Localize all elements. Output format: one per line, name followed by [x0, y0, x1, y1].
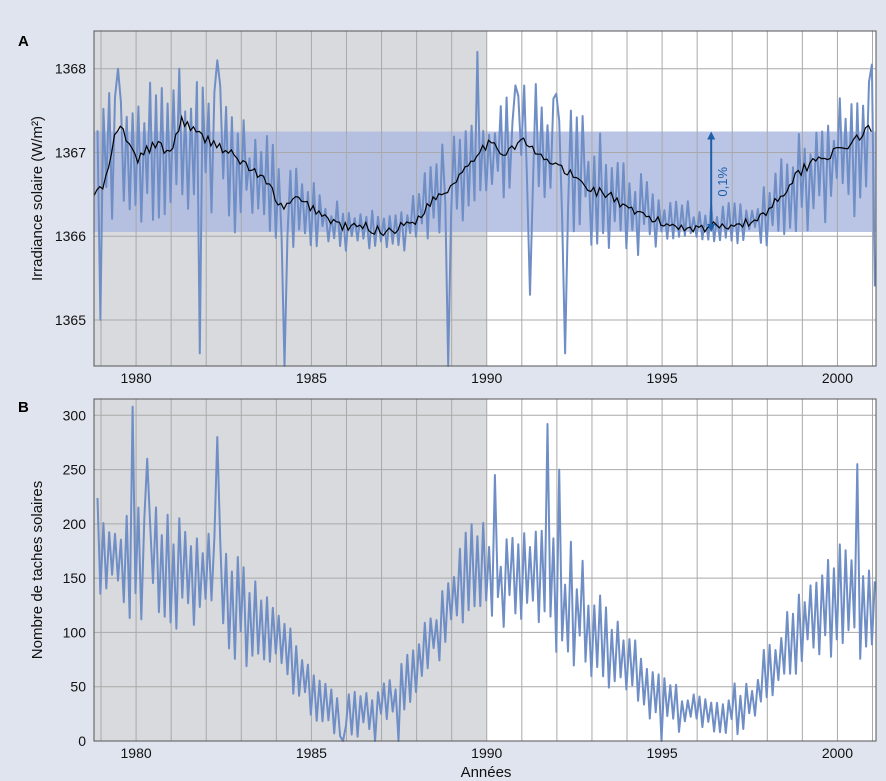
annotation-label: 0,1%: [715, 166, 730, 196]
y-tick-label: 0: [78, 733, 86, 749]
panel-label-b: B: [18, 399, 29, 416]
panel-irradiance: 0,1% 1980 1985 1990 1995 2000 1365 1366 1367 136…: [18, 30, 877, 386]
x-tick-label: 1985: [296, 745, 327, 761]
y-tick-label: 1368: [55, 61, 86, 77]
x-tick-label: 1980: [121, 370, 152, 386]
arrowhead-up: [707, 131, 716, 140]
ticks-irradiance: 1980 1985 1990 1995 2000 1365 1366 1367 1368: [55, 61, 853, 386]
shaded-period-sunspots: [94, 399, 487, 741]
smoothed-series-line: [93, 114, 872, 237]
y-tick-label: 100: [63, 624, 87, 640]
x-axis-label: Années: [461, 764, 512, 781]
y-tick-label: 50: [70, 679, 86, 695]
series-sunspots: [96, 405, 876, 742]
ticks-sunspots: 1980 1985 1990 1995 2000 0 50 100 150 200 250 300: [63, 407, 854, 761]
monthly-series-line: [96, 405, 876, 742]
y-axis-label-sunspots: Nombre de taches solaires: [29, 481, 46, 659]
x-tick-label: 1995: [647, 745, 678, 761]
x-tick-label: 1990: [471, 745, 502, 761]
y-tick-label: 1367: [55, 144, 86, 160]
y-tick-label: 1365: [55, 312, 86, 328]
y-tick-label: 250: [63, 462, 87, 478]
x-tick-label: 1985: [296, 370, 327, 386]
y-tick-label: 200: [63, 516, 87, 532]
x-tick-label: 1980: [121, 745, 152, 761]
frame-sunspots: [93, 398, 877, 742]
panel-sunspots: 1980 1985 1990 1995 2000 0 50 100 150 200 250 300 B…: [18, 398, 877, 761]
y-axis-label-irradiance: Irradiance solaire (W/m²): [29, 116, 46, 281]
x-tick-label: 1990: [471, 370, 502, 386]
x-tick-label: 2000: [822, 370, 853, 386]
x-tick-label: 1995: [647, 370, 678, 386]
panel-label-a: A: [18, 33, 29, 50]
y-tick-label: 1366: [55, 228, 86, 244]
annotation-arrow: 0,1%: [707, 131, 730, 232]
arrowhead-down: [707, 224, 716, 232]
series-irradiance: [93, 50, 876, 367]
y-tick-label: 300: [63, 407, 87, 423]
x-tick-label: 2000: [822, 745, 853, 761]
frame-irradiance: [93, 30, 877, 367]
y-tick-label: 150: [63, 570, 87, 586]
